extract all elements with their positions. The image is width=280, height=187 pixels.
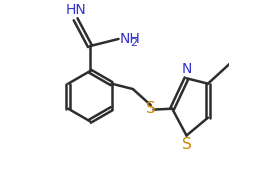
Text: S: S (146, 101, 156, 116)
Text: S: S (182, 137, 191, 152)
Text: N: N (181, 62, 192, 76)
Text: NH: NH (120, 32, 140, 46)
Text: HN: HN (65, 4, 86, 17)
Text: 2: 2 (130, 38, 138, 48)
